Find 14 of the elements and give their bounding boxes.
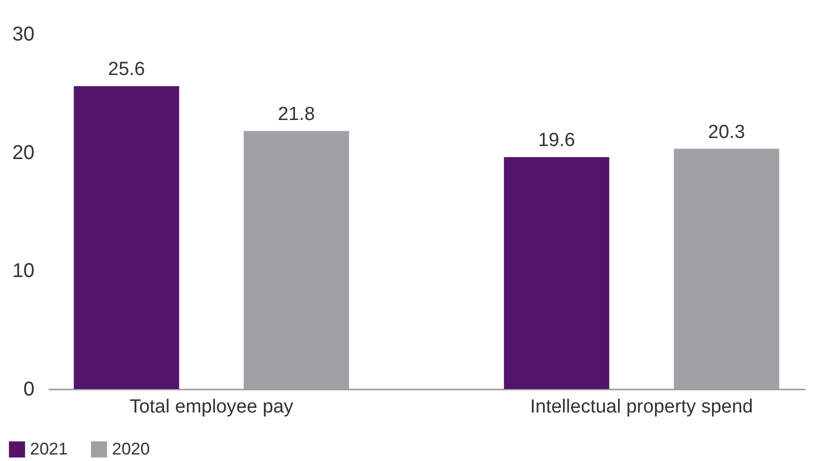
x-tick-label: Total employee pay: [130, 396, 294, 418]
x-tick-label: Intellectual property spend: [530, 396, 753, 418]
data-label: 21.8: [278, 104, 315, 126]
legend-label: 2020: [112, 439, 150, 458]
data-label: 19.6: [538, 130, 576, 152]
data-label: 25.6: [108, 59, 145, 80]
y-tick-label: 20: [12, 142, 34, 164]
bar: [74, 86, 180, 389]
legend-label: 2021: [30, 439, 68, 458]
y-tick-label: 0: [23, 378, 34, 400]
y-tick-label: 10: [12, 260, 34, 282]
bar: [504, 157, 610, 389]
y-tick-label: 30: [12, 24, 34, 46]
data-label: 20.3: [708, 122, 746, 143]
